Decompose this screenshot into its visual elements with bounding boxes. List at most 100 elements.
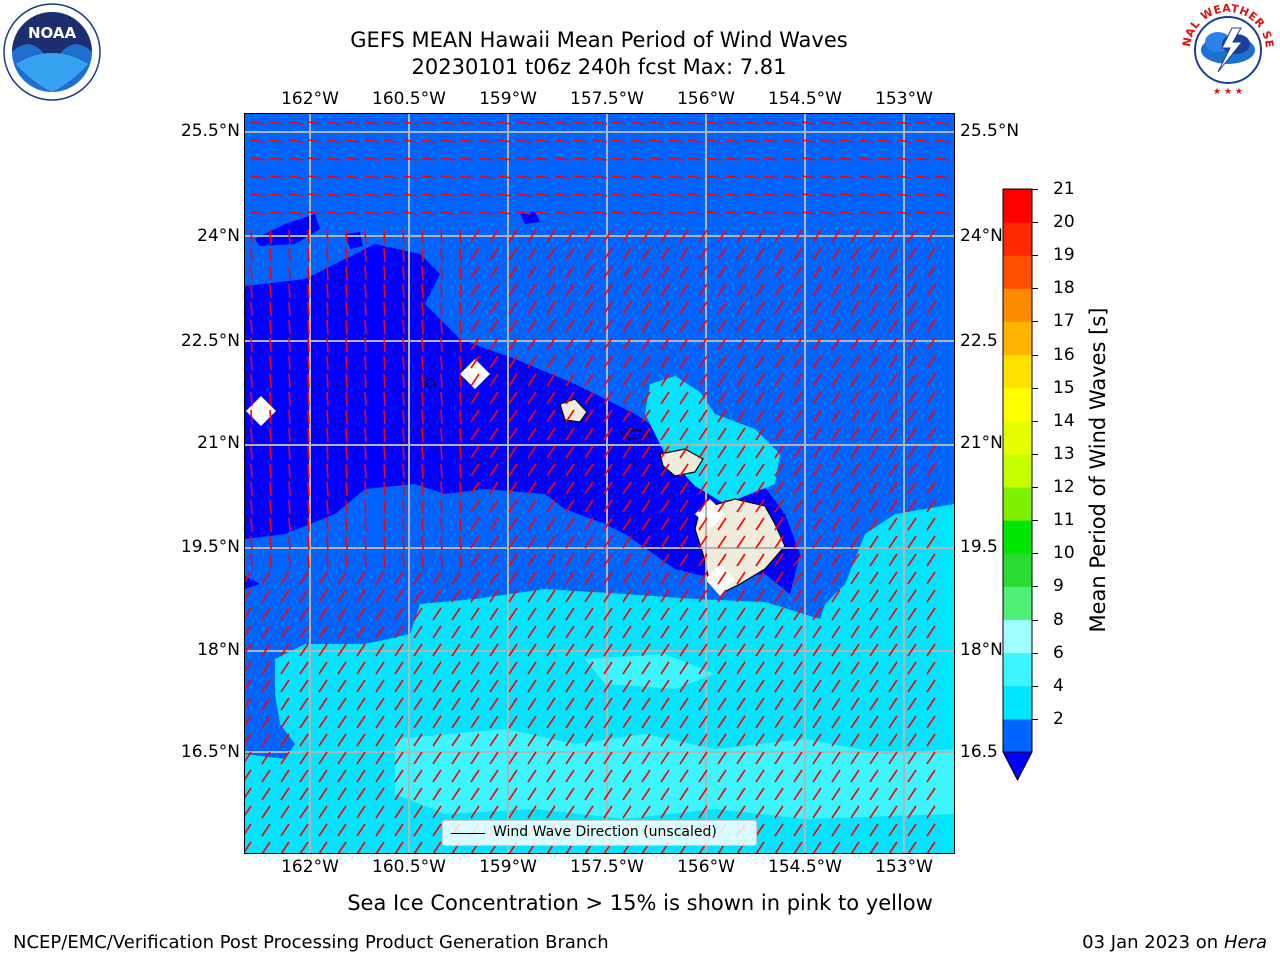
wind-wave-arrow (478, 157, 494, 161)
wind-wave-arrow (915, 175, 931, 179)
colorbar-tick-mark (1032, 619, 1038, 621)
wind-wave-arrow (432, 841, 442, 853)
wind-wave-arrow (280, 589, 290, 603)
wind-wave-arrow (245, 571, 252, 583)
wind-wave-arrow (527, 463, 537, 477)
wind-wave-arrow (345, 175, 361, 179)
wind-wave-arrow (717, 661, 727, 675)
wind-wave-arrow (603, 535, 613, 549)
wind-wave-arrow (288, 535, 291, 551)
wind-wave-arrow (318, 571, 328, 585)
machine-name: Hera (1223, 932, 1267, 953)
wind-wave-arrow (565, 283, 575, 297)
wind-wave-arrow (307, 373, 310, 389)
wind-wave-arrow (470, 643, 480, 657)
wind-wave-arrow (611, 211, 627, 215)
wind-wave-arrow (402, 481, 405, 497)
wind-wave-arrow (546, 499, 556, 513)
wind-wave-arrow (934, 193, 950, 197)
wind-wave-arrow (706, 121, 722, 125)
wind-wave-arrow (717, 751, 727, 765)
wind-wave-arrow (394, 571, 404, 585)
period-4-6-region (645, 376, 780, 504)
wind-wave-arrow (698, 427, 708, 441)
wind-wave-arrow (831, 301, 841, 315)
wind-wave-arrow (288, 373, 291, 389)
wind-wave-arrow (508, 733, 518, 747)
wind-wave-arrow (755, 409, 765, 423)
wind-wave-arrow (660, 661, 670, 675)
wind-wave-arrow (432, 607, 442, 621)
wind-wave-arrow (603, 643, 613, 657)
wind-wave-arrow (603, 769, 613, 783)
wind-wave-arrow (508, 805, 518, 819)
wind-wave-arrow (584, 301, 594, 315)
wind-wave-arrow (527, 697, 537, 711)
wind-wave-arrow (630, 157, 646, 161)
wind-wave-arrow (687, 193, 703, 197)
wind-wave-arrow (565, 517, 575, 531)
wind-wave-arrow (793, 841, 803, 853)
wind-wave-arrow (679, 319, 689, 333)
wind-wave-arrow (831, 733, 841, 747)
wind-wave-arrow (497, 175, 513, 179)
wind-wave-arrow (470, 355, 480, 369)
wind-wave-arrow (736, 787, 746, 801)
wind-wave-arrow (584, 409, 594, 423)
wind-wave-arrow (698, 625, 708, 639)
wind-wave-arrow (364, 157, 380, 161)
wind-wave-arrow (584, 535, 594, 549)
wind-wave-arrow (774, 373, 784, 387)
wind-wave-arrow (592, 157, 608, 161)
wind-wave-arrow (489, 553, 499, 567)
wind-wave-arrow (269, 409, 272, 425)
wind-wave-arrow (736, 409, 746, 423)
wind-wave-arrow (698, 391, 708, 405)
wind-wave-arrow (413, 751, 423, 765)
wind-wave-arrow (736, 751, 746, 765)
wind-wave-arrow (432, 787, 442, 801)
wind-wave-arrow (831, 715, 841, 729)
wind-wave-arrow (831, 625, 841, 639)
wind-wave-arrow (250, 139, 266, 143)
wind-wave-arrow (280, 571, 290, 585)
wind-wave-arrow (926, 229, 936, 243)
wind-wave-arrow (269, 373, 272, 389)
wind-wave-arrow (565, 319, 575, 333)
wind-wave-arrow (622, 517, 632, 531)
wind-wave-arrow (896, 121, 912, 125)
wind-wave-arrow (660, 301, 670, 315)
wind-wave-arrow (679, 229, 689, 243)
wind-wave-arrow (497, 211, 513, 215)
wind-wave-arrow (326, 301, 329, 317)
wind-wave-arrow (660, 589, 670, 603)
wind-wave-arrow (641, 409, 651, 423)
wind-wave-arrow (907, 499, 917, 513)
lon-tick-bottom: 159°W (479, 857, 537, 877)
wind-wave-arrow (573, 139, 589, 143)
wind-wave-arrow (413, 589, 423, 603)
wind-wave-arrow (907, 535, 917, 549)
wind-wave-arrow (527, 301, 537, 315)
wind-wave-arrow (736, 427, 746, 441)
wind-wave-arrow (888, 481, 898, 495)
wind-wave-arrow (245, 625, 252, 637)
wind-wave-arrow (907, 283, 917, 297)
wind-wave-arrow (383, 553, 386, 569)
wind-wave-arrow (926, 373, 936, 387)
wind-wave-arrow (934, 139, 950, 143)
wind-wave-arrow (698, 607, 708, 621)
wind-wave-arrow (611, 139, 627, 143)
wind-wave-arrow (717, 733, 727, 747)
lat-tick-right: 18°N (960, 640, 1003, 660)
wind-wave-arrow (250, 229, 253, 245)
wind-wave-arrow (926, 265, 936, 279)
wind-wave-arrow (888, 841, 898, 853)
wind-wave-arrow (421, 265, 424, 281)
wind-wave-arrow (269, 319, 272, 335)
wind-wave-arrow (603, 319, 613, 333)
wind-wave-arrow (459, 427, 462, 443)
wind-wave-arrow (261, 751, 271, 765)
wind-wave-arrow (307, 157, 323, 161)
wind-wave-arrow (459, 445, 462, 461)
